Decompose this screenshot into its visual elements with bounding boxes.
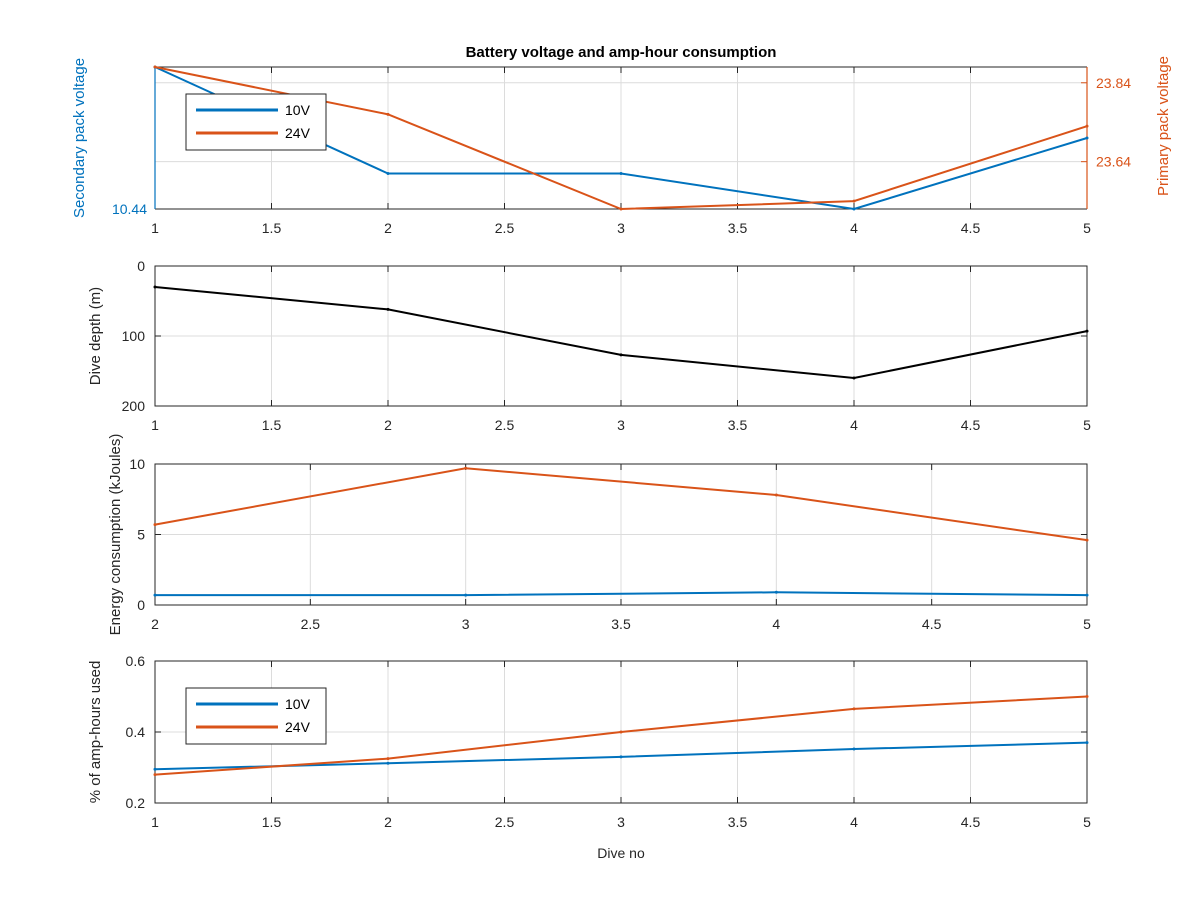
panel1-data-point-24V: [619, 207, 623, 211]
panel3-data-point-10V: [1085, 593, 1089, 597]
panel3-series-line-24V: [154, 467, 1088, 542]
panel1-x-tick-label: 2.5: [495, 220, 515, 236]
panel1-data-point-10V: [852, 207, 856, 211]
panel1-x-tick-label: 5: [1083, 220, 1091, 236]
panel1-x-tick-label: 3: [617, 220, 625, 236]
figure-title: Battery voltage and amp-hour consumption: [466, 44, 777, 61]
panel1-y-right-tick-label: 23.84: [1096, 75, 1131, 91]
panel3-data-point-24V: [153, 523, 157, 527]
panel2-y-tick-label: 200: [122, 398, 146, 414]
panel1-y-left-tick-label: 10.44: [112, 201, 147, 217]
panel3-data-point-10V: [464, 593, 468, 597]
panel3-x-tick-label: 3.5: [611, 616, 631, 632]
panel3-y-axis-label: Energy consumption (kJoules): [107, 434, 124, 636]
panel1-data-point-24V: [1085, 124, 1089, 128]
panel4-axes-box: [154, 660, 1088, 804]
panel3-x-tick-label: 4.5: [922, 616, 942, 632]
panel4-x-tick-label: 3.5: [728, 814, 748, 830]
panel3-x-tick-label: 3: [462, 616, 470, 632]
panel1-y-left-label: Secondary pack voltage: [71, 58, 88, 218]
panel2-x-tick-label: 4.5: [961, 417, 981, 433]
panel2-data-point-depth: [1085, 329, 1089, 333]
panel2-x-tick-label: 1.5: [262, 417, 282, 433]
panel4-legend-label-24V: 24V: [285, 719, 311, 735]
panel2-y-axis-label: Dive depth (m): [87, 287, 104, 385]
panel4-legend-box: [185, 687, 327, 745]
panel1-legend-label-24V: 24V: [285, 125, 311, 141]
panel4-data-point-10V: [1085, 741, 1089, 745]
panel3-axes-box: [154, 463, 1088, 606]
panel3-x-tick-label: 2: [151, 616, 159, 632]
panel2-data-point-depth: [852, 376, 856, 380]
panel4-data-point-10V: [386, 761, 390, 765]
panel3-y-tick-label: 0: [137, 597, 145, 613]
panel2-data-point-depth: [153, 285, 157, 289]
panel2-data-point-depth: [619, 353, 623, 357]
panel1-data-point-24V: [153, 65, 157, 69]
panel1-legend-box: [185, 93, 327, 151]
panel3-y-tick-label: 10: [129, 456, 145, 472]
panel1-x-tick-label: 3.5: [728, 220, 748, 236]
panel1-x-tick-label: 4.5: [961, 220, 981, 236]
panel4-data-point-24V: [619, 730, 623, 734]
panel1-x-tick-label: 1: [151, 220, 159, 236]
panel2-x-tick-label: 5: [1083, 417, 1091, 433]
panel3-data-point-10V: [153, 593, 157, 597]
panel4-legend-label-10V: 10V: [285, 696, 311, 712]
panel2-y-tick-label: 100: [122, 328, 146, 344]
panel4-x-tick-label: 4.5: [961, 814, 981, 830]
panel2-data-point-depth: [386, 307, 390, 311]
panel2-x-tick-label: 2.5: [495, 417, 515, 433]
panel2-x-tick-label: 2: [384, 417, 392, 433]
panel4-x-tick-label: 2: [384, 814, 392, 830]
panel1-x-tick-label: 2: [384, 220, 392, 236]
panel1-y-right-tick-label: 23.64: [1096, 154, 1131, 170]
panel1-x-tick-label: 1.5: [262, 220, 282, 236]
panel4-x-tick-label: 4: [850, 814, 858, 830]
panel4-data-point-24V: [1085, 695, 1089, 698]
panel3-data-point-24V: [1085, 538, 1089, 542]
panel4-data-point-24V: [386, 757, 390, 761]
panel2-x-tick-label: 4: [850, 417, 858, 433]
panel4-data-point-24V: [153, 773, 157, 777]
panel4-y-tick-label: 0.2: [126, 795, 146, 811]
plot-layer: 1 1.5 2 2.5 3 3.5 4 4.5 510.4423.6423.84Secondar…: [71, 56, 1172, 830]
panel4-data-point-10V: [619, 755, 623, 759]
panel3-x-tick-label: 5: [1083, 616, 1091, 632]
panel3-data-point-24V: [774, 493, 778, 497]
panel1-data-point-10V: [1085, 136, 1089, 140]
panel2-y-tick-label: 0: [137, 258, 145, 274]
panel4-y-axis-label: % of amp-hours used: [87, 661, 104, 804]
panel4-y-tick-label: 0.4: [126, 724, 146, 740]
panel4-data-point-10V: [852, 747, 856, 751]
panel2-axes-box: [154, 265, 1088, 407]
panel1-data-point-10V: [386, 172, 390, 175]
panel4-x-tick-label: 1: [151, 814, 159, 830]
panel4-x-tick-label: 3: [617, 814, 625, 830]
panel4-y-tick-label: 0.6: [126, 653, 146, 669]
panel1-legend-label-10V: 10V: [285, 102, 311, 118]
panel3-x-tick-label: 4: [772, 616, 780, 632]
panel2-x-tick-label: 3: [617, 417, 625, 433]
panel3-data-point-10V: [774, 590, 778, 594]
panel1-data-point-24V: [386, 112, 390, 116]
panel1-x-tick-label: 4: [850, 220, 858, 236]
x-axis-label: Dive no: [597, 845, 645, 861]
panel3-y-tick-label: 5: [137, 527, 145, 543]
panel1-y-right-label: Primary pack voltage: [1155, 56, 1172, 196]
panel1-data-point-10V: [619, 172, 623, 175]
panel4-x-tick-label: 5: [1083, 814, 1091, 830]
panel3-x-tick-label: 2.5: [301, 616, 321, 632]
panel4-x-tick-label: 1.5: [262, 814, 282, 830]
panel3-data-point-24V: [464, 466, 468, 470]
panel2-x-tick-label: 1: [151, 417, 159, 433]
panel3-series-line-10V: [155, 591, 1088, 597]
panel4-data-point-10V: [153, 767, 157, 771]
panel4-data-point-24V: [852, 707, 856, 711]
panel2-x-tick-label: 3.5: [728, 417, 748, 433]
panel4-x-tick-label: 2.5: [495, 814, 515, 830]
panel1-data-point-24V: [852, 199, 856, 203]
